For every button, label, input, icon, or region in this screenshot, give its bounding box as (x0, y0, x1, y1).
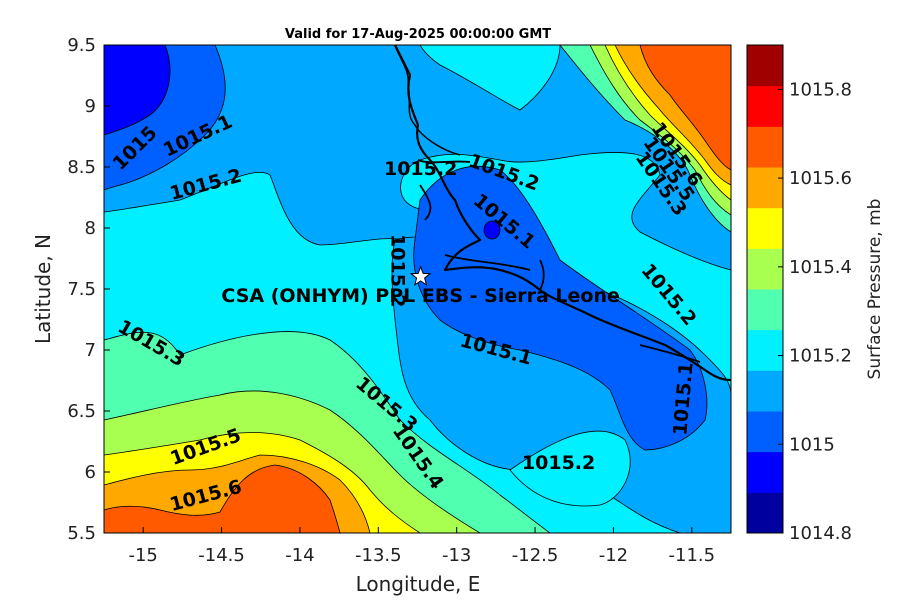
colorbar-tick-label: 1015.6 (789, 168, 852, 189)
x-tick-label: -13.5 (355, 545, 402, 566)
colorbar-segment (747, 329, 783, 371)
contour-band-1014.9-nw (104, 45, 171, 136)
x-tick-label: -15 (128, 545, 157, 566)
colorbar-label: Surface Pressure, mb (865, 199, 885, 380)
contour-band-1015.7-ne (639, 45, 731, 171)
y-axis-label: Latitude, N (31, 234, 55, 344)
border-line (394, 45, 461, 156)
colorbar-segment (747, 85, 783, 127)
contour-label: 1015.2 (387, 234, 409, 307)
y-tick-label: 7.5 (67, 279, 96, 300)
y-tick-label: 7 (85, 340, 96, 361)
colorbar-segment (747, 248, 783, 290)
colorbar-tick-label: 1015.4 (789, 257, 852, 278)
x-tick-label: -14 (285, 545, 314, 566)
colorbar-tick-label: 1015.2 (789, 346, 852, 367)
contour-label: 1015.2 (384, 158, 457, 180)
y-axis-ticks: 5.5 6 6.5 7 7.5 8 8.5 9 9.5 (67, 35, 110, 544)
x-axis-ticks: -15 -14.5 -14 -13.5 -13 -12.5 -12 -11.5 (128, 527, 715, 566)
coastline (394, 45, 731, 382)
colorbar-segment (747, 370, 783, 412)
y-tick-label: 8 (85, 218, 96, 239)
y-tick-label: 9.5 (67, 35, 96, 56)
colorbar-tick-label: 1015.8 (789, 79, 852, 100)
colorbar-segment (747, 492, 783, 534)
site-label: CSA (ONHYM) PPL EBS - Sierra Leone (221, 285, 619, 307)
y-tick-label: 6.5 (67, 401, 96, 422)
y-tick-label: 5.5 (67, 523, 96, 544)
contour-band-1015.2-north-tongue (419, 45, 561, 111)
site-marker-group: CSA (ONHYM) PPL EBS - Sierra Leone (221, 265, 620, 307)
star-icon (409, 265, 432, 287)
contour-band-1015.2-pocket (509, 430, 631, 507)
colorbar-tick-label: 1015 (789, 434, 835, 455)
colorbar-segment (747, 207, 783, 249)
colorbar: 1014.8 1015 1015.2 1015.4 1015.6 1015.8 (746, 44, 852, 544)
contour-band-1015.7-sw (104, 464, 341, 533)
x-tick-label: -11.5 (669, 545, 716, 566)
colorbar-segment (747, 167, 783, 209)
coastline-islands (417, 159, 701, 363)
x-tick-label: -12.5 (512, 545, 559, 566)
colorbar-segment (747, 451, 783, 493)
contour-label: 1015.2 (522, 452, 595, 474)
map-title: Valid for 17-Aug-2025 00:00:00 GMT (285, 27, 551, 42)
contour-blob-1014.9 (483, 220, 501, 240)
colorbar-segment (747, 45, 783, 87)
x-tick-label: -13 (442, 545, 471, 566)
x-axis-label: Longitude, E (356, 572, 481, 596)
colorbar-segment (747, 126, 783, 168)
colorbar-segment (747, 411, 783, 453)
colorbar-tick-label: 1014.8 (789, 523, 852, 544)
colorbar-segment (747, 289, 783, 331)
y-tick-label: 6 (85, 462, 96, 483)
y-tick-label: 8.5 (67, 157, 96, 178)
colorbar-frame (746, 44, 784, 534)
y-tick-label: 9 (85, 96, 96, 117)
x-tick-label: -12 (599, 545, 628, 566)
x-tick-label: -14.5 (198, 545, 245, 566)
map-plot-area (104, 45, 731, 533)
